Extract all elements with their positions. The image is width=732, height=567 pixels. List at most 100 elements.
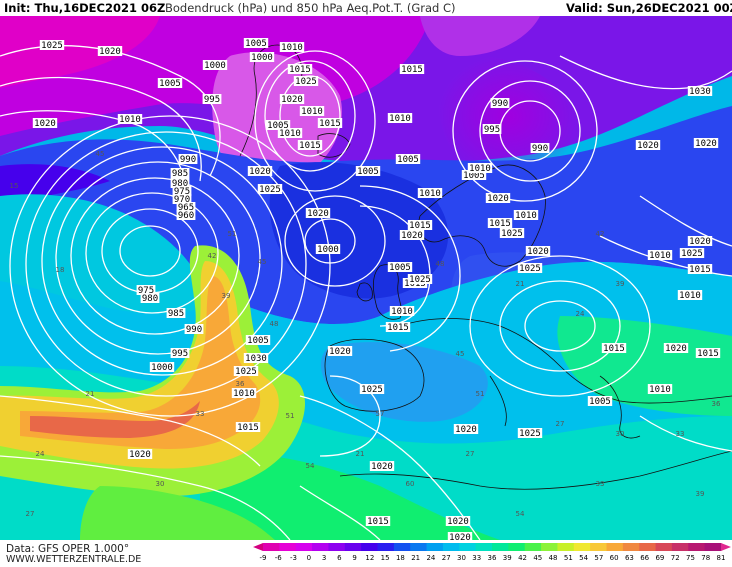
isobar-label-bg — [157, 78, 183, 88]
isobar-label-bg — [176, 210, 196, 220]
isobar-label-bg — [277, 128, 303, 138]
isobar-label-bg — [487, 218, 513, 228]
isobar-label: 1010 — [279, 129, 301, 139]
isobar-label: 1015 — [603, 344, 625, 354]
legend-tick-label: 63 — [625, 554, 634, 562]
isobar-label-bg — [647, 384, 673, 394]
field-southwest-green — [80, 486, 275, 540]
isobar-label: 1025 — [501, 229, 523, 239]
isobar-label: 1000 — [251, 53, 273, 63]
isobar-label-bg — [249, 52, 275, 62]
legend-tick-label: 0 — [307, 554, 311, 562]
theta-e-label: 45 — [456, 350, 465, 358]
theta-e-label: 60 — [406, 480, 415, 488]
legend-color-box — [410, 543, 428, 551]
theta-e-label: 18 — [56, 266, 65, 274]
isobar-label: 1000 — [151, 363, 173, 373]
isobar-label-bg — [525, 246, 551, 256]
isobar-label-bg — [389, 306, 415, 316]
legend-color-box — [639, 543, 657, 551]
isobar-label: 990 — [532, 144, 548, 154]
isobar-label-bg — [513, 210, 539, 220]
legend-color-box — [475, 543, 493, 551]
theta-e-label: 51 — [286, 412, 295, 420]
legend-tick-label: 75 — [686, 554, 695, 562]
isobar-label: 1015 — [689, 265, 711, 275]
isobar-label: 1025 — [409, 275, 431, 285]
isobar-label-bg — [172, 194, 192, 204]
isobar-label-bg — [695, 348, 721, 358]
isobar-atlantic-south-1 — [0, 395, 261, 467]
legend-tick-label: 39 — [503, 554, 512, 562]
valid-time: Valid: Sun,26DEC2021 00Z — [566, 1, 732, 15]
isobar-label-bg — [385, 322, 411, 332]
isobar-label-bg — [265, 120, 291, 130]
isobar-label-bg — [453, 424, 479, 434]
isobar-label-bg — [445, 516, 471, 526]
theta-e-label: 39 — [222, 292, 231, 300]
iceland-coast — [317, 133, 351, 158]
legend-color-box — [426, 543, 444, 551]
theta-e-label: 30 — [616, 430, 625, 438]
isobar-label-bg — [245, 335, 271, 345]
isobar-ce-3 — [469, 255, 651, 397]
isobar-label: 1015 — [319, 119, 341, 129]
isobar-label: 1020 — [307, 209, 329, 219]
isobar-label: 1015 — [489, 219, 511, 229]
isobar-label-bg — [461, 170, 487, 180]
theta-e-label: 33 — [676, 430, 685, 438]
isobar-label-bg — [387, 113, 413, 123]
legend-color-box — [671, 543, 689, 551]
isobar-label: 1010 — [301, 107, 323, 117]
theta-e-label: 42 — [596, 230, 605, 238]
theta-e-label: 33 — [596, 480, 605, 488]
isobar-label: 1020 — [695, 139, 717, 149]
field-warm-tongue-red — [30, 401, 200, 438]
theta-e-label: 24 — [576, 310, 585, 318]
theta-e-label: 54 — [306, 462, 315, 470]
theta-e-label: 51 — [228, 230, 237, 238]
isobar-north-3 — [0, 110, 186, 192]
isobar-label: 1010 — [281, 43, 303, 53]
isobar-label-bg — [417, 188, 443, 198]
isobar-label-bg — [297, 140, 323, 150]
legend-color-box — [492, 543, 509, 551]
isobar-label-bg — [399, 230, 425, 240]
legend-color-box — [573, 543, 591, 551]
legend-color-box — [295, 543, 313, 551]
isobar-label: 995 — [204, 95, 220, 105]
legend-tick-label: 33 — [472, 554, 481, 562]
isobar-label-bg — [247, 166, 273, 176]
field-iberia-blue — [320, 342, 488, 422]
isobar-label: 1020 — [637, 141, 659, 151]
legend-tick-label: -6 — [275, 554, 283, 562]
legend-tick-label: 57 — [594, 554, 603, 562]
isobar-label-bg — [176, 202, 196, 212]
isobar-south-2 — [299, 485, 381, 540]
isobar-label: 1015 — [299, 141, 321, 151]
isobar-label-bg — [299, 106, 325, 116]
isobar-label: 1015 — [367, 517, 389, 527]
isobar-iceland-high-3 — [254, 50, 376, 192]
isobar-label-bg — [635, 140, 661, 150]
field-east-green — [557, 316, 732, 416]
init-time: Init: Thu,16DEC2021 06Z — [4, 1, 166, 15]
italy-coast — [489, 375, 507, 427]
isobar-label-bg — [407, 274, 433, 284]
isobar-label: 1025 — [41, 41, 63, 51]
field-atlantic-cyan — [0, 194, 210, 314]
isobar-label-bg — [184, 324, 204, 334]
ireland-coast — [356, 282, 373, 302]
legend-color-box — [655, 543, 673, 551]
isobar-label: 970 — [174, 195, 190, 205]
isobar-east-1 — [639, 195, 732, 247]
color-scale: -9 -6 -3 0 3 6 9 12 15 18 21 24 27 30 33 36 39 42 45 48 51 54… — [253, 543, 731, 562]
isobar-label-bg — [517, 428, 543, 438]
legend-tick-label: 81 — [717, 554, 726, 562]
theta-e-label: 27 — [556, 420, 565, 428]
isobar-label: 1010 — [649, 251, 671, 261]
legend-tick-label: 45 — [533, 554, 542, 562]
theta-e-label: 24 — [36, 450, 45, 458]
isobar-label-bg — [149, 362, 175, 372]
isobar-label-bg — [279, 94, 305, 104]
